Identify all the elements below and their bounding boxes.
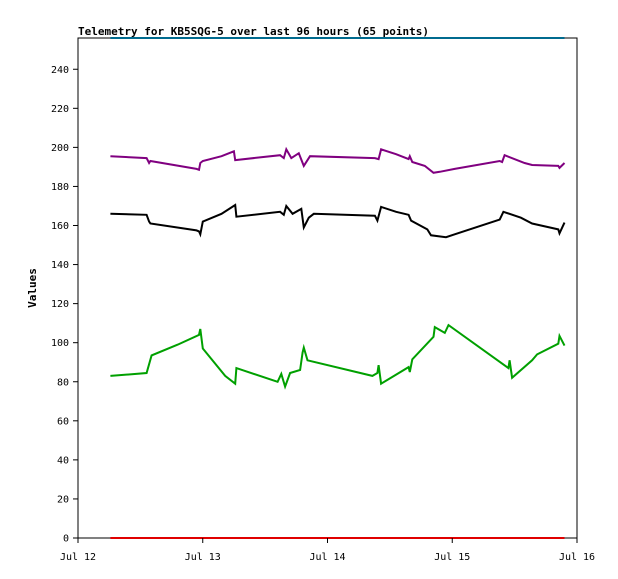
plot-frame <box>77 37 578 539</box>
y-axis-label: Values <box>26 268 39 308</box>
x-tick-label: Jul 16 <box>559 552 595 563</box>
y-tick-label: 0 <box>63 534 69 545</box>
y-tick-label: 40 <box>57 455 69 466</box>
y-tick-label: 20 <box>57 494 69 505</box>
y-tick-label: 160 <box>51 221 69 232</box>
x-tick-label: Jul 13 <box>185 552 221 563</box>
x-tick-label: Jul 15 <box>434 552 470 563</box>
y-tick-label: 180 <box>51 182 69 193</box>
y-tick-label: 200 <box>51 143 69 154</box>
y-tick-label: 100 <box>51 338 69 349</box>
x-axis: Jul 12 Jul 13 Jul 14 Jul 15 Jul 16 <box>60 538 595 563</box>
series-line-2 <box>110 146 566 174</box>
series-layer <box>110 37 566 539</box>
x-tick-label: Jul 12 <box>60 552 96 563</box>
y-tick-label: 60 <box>57 416 69 427</box>
y-tick-label: 140 <box>51 260 69 271</box>
y-tick-label: 80 <box>57 377 69 388</box>
y-axis: 0 20 40 60 80 100 120 140 160 180 200 220 240 <box>51 65 78 545</box>
y-tick-label: 240 <box>51 65 69 76</box>
chart-title: Telemetry for KB5SQG-5 over last 96 hour… <box>78 25 429 38</box>
y-tick-label: 120 <box>51 299 69 310</box>
series-line-3 <box>110 203 566 239</box>
series-line-4 <box>110 323 566 390</box>
x-tick-label: Jul 14 <box>309 552 345 563</box>
y-tick-label: 220 <box>51 104 69 115</box>
